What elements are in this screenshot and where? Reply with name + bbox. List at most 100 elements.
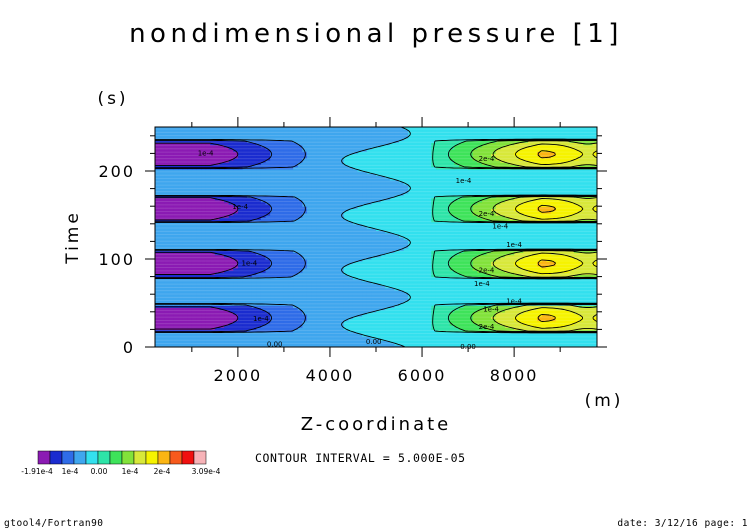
field-cell	[431, 261, 437, 264]
field-cell	[550, 305, 557, 308]
field-cell	[518, 289, 524, 293]
field-cell	[385, 331, 391, 335]
field-cell	[270, 274, 276, 278]
field-cell	[357, 336, 363, 339]
field-cell	[564, 256, 570, 260]
field-cell	[426, 329, 432, 333]
field-cell	[357, 333, 363, 337]
field-cell	[348, 267, 354, 271]
field-cell	[352, 292, 359, 295]
field-cell	[389, 300, 396, 304]
field-cell	[320, 241, 326, 245]
field-cell	[468, 265, 474, 269]
field-cell	[348, 305, 354, 308]
field-cell	[366, 248, 372, 251]
field-cell	[274, 234, 280, 238]
field-cell	[491, 265, 497, 269]
field-cell	[573, 256, 580, 260]
field-cell	[385, 272, 391, 275]
field-cell	[293, 329, 299, 333]
field-cell	[265, 259, 271, 262]
field-cell	[228, 272, 234, 275]
field-cell	[422, 267, 428, 271]
field-cell	[316, 265, 322, 269]
field-cell	[210, 318, 216, 322]
field-cell	[210, 329, 216, 333]
field-cell	[242, 274, 248, 278]
field-cell	[371, 342, 377, 346]
field-cell	[389, 281, 396, 284]
field-cell	[495, 285, 501, 289]
field-cell	[306, 303, 313, 306]
field-cell	[518, 259, 524, 262]
field-cell	[339, 256, 345, 260]
field-cell	[560, 296, 566, 300]
field-cell	[472, 239, 478, 242]
field-cell	[504, 292, 511, 295]
field-cell	[173, 329, 179, 333]
field-cell	[523, 322, 529, 326]
field-cell	[302, 325, 308, 328]
field-cell	[592, 243, 597, 247]
field-cell	[445, 237, 451, 240]
field-cell	[224, 234, 230, 238]
field-cell	[578, 283, 584, 286]
field-cell	[560, 272, 566, 275]
field-cell	[376, 338, 382, 341]
field-cell	[366, 243, 372, 247]
field-cell	[537, 267, 543, 271]
field-cell	[311, 303, 317, 306]
field-cell	[412, 234, 419, 238]
field-cell	[352, 296, 359, 300]
field-cell	[306, 237, 313, 240]
field-cell	[224, 327, 230, 330]
field-cell	[440, 276, 446, 280]
field-cell	[302, 267, 308, 271]
field-cell	[265, 322, 271, 326]
field-cell	[412, 318, 419, 322]
field-cell	[191, 316, 198, 319]
field-cell	[573, 243, 580, 247]
field-cell	[408, 298, 414, 302]
field-cell	[583, 296, 589, 300]
field-cell	[196, 281, 202, 284]
field-cell	[366, 303, 372, 306]
field-cell	[389, 245, 396, 249]
field-cell	[518, 340, 524, 344]
field-cell	[412, 342, 419, 346]
field-cell	[357, 241, 363, 245]
field-cell	[270, 322, 276, 326]
field-cell	[564, 234, 570, 238]
field-cell	[214, 274, 221, 278]
field-cell	[541, 298, 547, 302]
field-cell	[394, 322, 400, 326]
field-cell	[233, 336, 239, 339]
field-cell	[320, 289, 326, 293]
field-cell	[274, 239, 280, 242]
field-cell	[237, 261, 244, 264]
field-cell	[500, 281, 506, 284]
field-cell	[435, 314, 442, 317]
field-cell	[265, 298, 271, 302]
field-cell	[311, 243, 317, 247]
field-cell	[555, 305, 561, 308]
field-cell	[537, 311, 543, 315]
field-cell	[523, 305, 529, 308]
field-cell	[546, 261, 552, 264]
field-cell	[279, 325, 285, 328]
field-cell	[412, 272, 419, 275]
field-cell	[509, 263, 515, 267]
field-cell	[339, 281, 345, 284]
field-cell	[339, 338, 345, 341]
field-cell	[329, 267, 336, 271]
field-cell	[389, 340, 396, 344]
field-cell	[376, 287, 382, 291]
field-cell	[408, 281, 414, 284]
field-cell	[417, 283, 423, 286]
field-cell	[283, 248, 290, 251]
field-cell	[173, 232, 179, 236]
field-cell	[334, 342, 340, 346]
field-cell	[173, 309, 179, 313]
field-cell	[182, 285, 188, 289]
field-cell	[219, 274, 225, 278]
